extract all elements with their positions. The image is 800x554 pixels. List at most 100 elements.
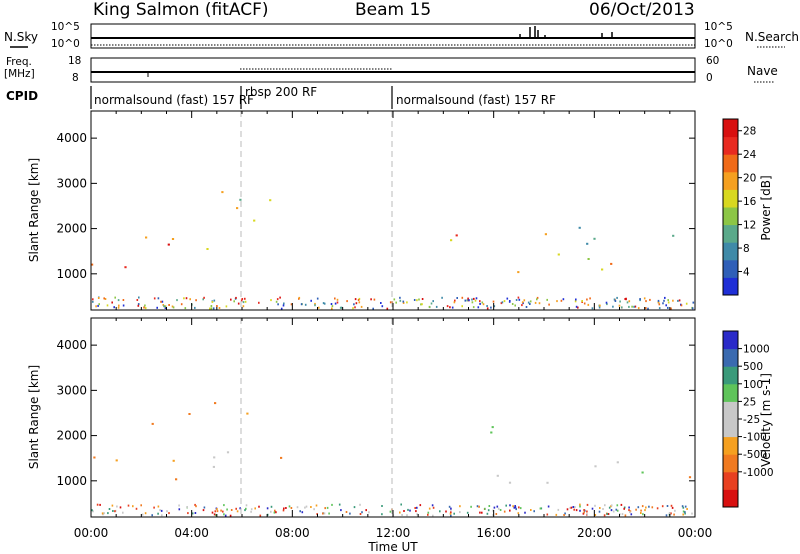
power-echo-cell: [593, 237, 596, 240]
velocity-noise-cell: [157, 512, 159, 515]
power-noise-cell: [164, 307, 167, 309]
velocity-colorbar-tick-label: 100: [743, 379, 763, 391]
power-noise-cell: [122, 299, 125, 301]
velocity-noise-cell: [258, 505, 260, 508]
power-noise-cell: [678, 299, 681, 302]
velocity-noise-cell: [326, 506, 329, 509]
power-noise-cell: [386, 307, 389, 310]
velocity-noise-cell: [161, 514, 163, 517]
power-colorbar-segment: [723, 119, 738, 138]
velocity-noise-cell: [245, 504, 248, 507]
power-noise-cell: [235, 296, 237, 299]
power-noise-cell: [606, 303, 608, 306]
cpid-segment-2: rbsp 200 RF: [245, 85, 317, 99]
velocity-noise-cell: [202, 509, 205, 512]
velocity-noise-cell: [365, 509, 367, 512]
velocity-noise-cell: [604, 504, 606, 507]
velocity-noise-cell: [665, 514, 668, 517]
velocity-noise-cell: [140, 504, 142, 507]
power-noise-cell: [314, 304, 316, 307]
power-noise-cell: [168, 304, 170, 306]
power-noise-cell: [619, 300, 621, 303]
power-echo-cell: [517, 271, 520, 274]
velocity-noise-cell: [524, 511, 526, 514]
power-colorbar-segment: [723, 277, 738, 296]
velocity-noise-cell: [399, 511, 401, 514]
velocity-noise-cell: [168, 512, 170, 515]
power-echo-cell: [544, 233, 547, 236]
power-noise-cell: [466, 299, 468, 302]
velocity-echo-cell: [175, 478, 178, 481]
velocity-noise-cell: [635, 508, 637, 511]
velocity-noise-cell: [270, 505, 273, 508]
velocity-noise-cell: [349, 512, 351, 515]
power-noise-cell: [276, 298, 279, 301]
power-noise-cell: [97, 297, 100, 299]
power-noise-cell: [336, 298, 339, 301]
velocity-noise-cell: [323, 512, 326, 515]
power-noise-cell: [657, 301, 660, 304]
velocity-colorbar-segment: [723, 348, 738, 367]
power-noise-cell: [667, 301, 670, 304]
power-noise-cell: [399, 296, 401, 299]
power-noise-cell: [616, 296, 618, 299]
power-noise-cell: [314, 302, 316, 305]
velocity-noise-cell: [135, 507, 138, 510]
velocity-colorbar-segment: [723, 331, 738, 350]
velocity-noise-cell: [612, 510, 615, 513]
power-noise-cell: [634, 305, 637, 308]
velocity-noise-cell: [499, 509, 502, 511]
velocity-noise-cell: [630, 513, 633, 516]
velocity-noise-cell: [153, 506, 155, 509]
velocity-noise-cell: [497, 507, 500, 510]
velocity-noise-cell: [673, 513, 675, 516]
power-noise-cell: [97, 304, 99, 307]
power-noise-cell: [195, 299, 197, 302]
velocity-noise-cell: [603, 514, 606, 517]
power-noise-cell: [628, 300, 631, 303]
velocity-noise-cell: [439, 510, 441, 513]
power-ytick-label: 1000: [56, 267, 87, 281]
velocity-noise-cell: [409, 509, 411, 512]
power-noise-cell: [639, 298, 641, 300]
power-ytick-label: 4000: [56, 131, 87, 145]
power-noise-cell: [637, 307, 640, 310]
velocity-noise-cell: [486, 512, 489, 515]
velocity-noise-cell: [235, 507, 237, 510]
velocity-noise-cell: [266, 507, 269, 510]
power-noise-cell: [665, 304, 667, 307]
velocity-noise-cell: [157, 505, 160, 508]
power-noise-cell: [218, 307, 221, 309]
power-noise-cell: [464, 299, 467, 302]
velocity-noise-cell: [285, 507, 287, 509]
power-noise-cell: [658, 307, 661, 310]
power-noise-cell: [282, 304, 285, 307]
power-echo-cell: [145, 236, 148, 239]
velocity-noise-cell: [313, 508, 315, 511]
velocity-noise-cell: [606, 513, 609, 515]
nsearch-label: N.Search: [745, 30, 799, 44]
velocity-noise-cell: [509, 504, 511, 507]
nave-lo-tick: 0: [706, 72, 713, 84]
power-noise-cell: [213, 299, 216, 302]
power-colorbar-tick-label: 28: [743, 126, 756, 138]
velocity-noise-cell: [151, 514, 153, 517]
power-noise-cell: [402, 302, 405, 304]
power-ytick-label: 3000: [56, 176, 87, 190]
velocity-noise-cell: [178, 508, 181, 511]
power-noise-cell: [467, 297, 469, 300]
power-noise-cell: [556, 300, 558, 303]
velocity-noise-cell: [666, 505, 669, 507]
power-echo-cell: [586, 242, 589, 245]
power-ylabel: Slant Range [km]: [27, 158, 41, 262]
power-noise-cell: [645, 300, 647, 303]
velocity-noise-cell: [583, 509, 585, 511]
velocity-noise-cell: [555, 513, 558, 516]
power-noise-cell: [523, 299, 526, 302]
power-echo-cell: [601, 268, 604, 271]
velocity-noise-cell: [407, 508, 409, 511]
velocity-panel: 1000 2000 3000 4000: [56, 317, 696, 518]
power-noise-cell: [370, 298, 372, 301]
velocity-noise-cell: [620, 503, 623, 506]
velocity-noise-cell: [591, 507, 594, 510]
